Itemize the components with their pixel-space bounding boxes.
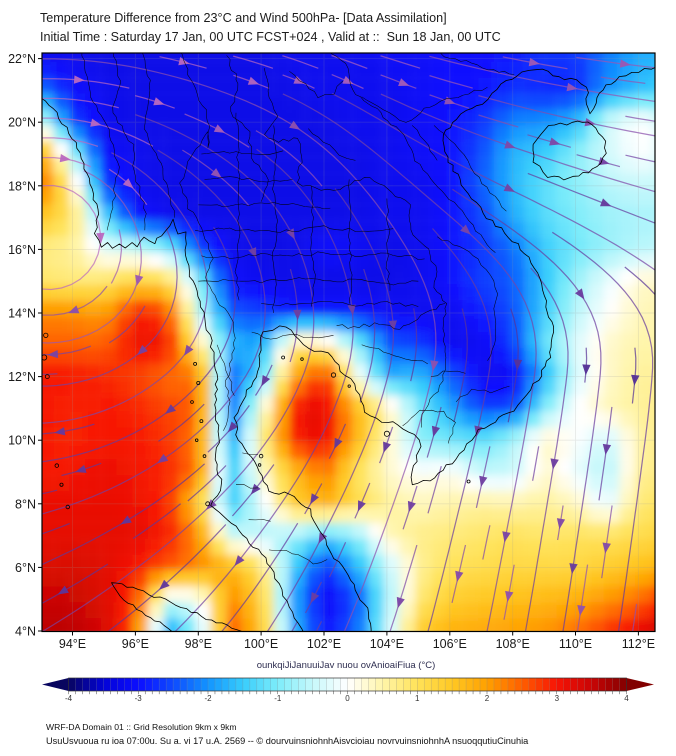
svg-text:Temperature Difference from 23: Temperature Difference from 23°C and Win… bbox=[40, 11, 447, 25]
svg-text:94°E: 94°E bbox=[59, 637, 86, 651]
svg-text:104°E: 104°E bbox=[370, 637, 404, 651]
svg-text:-1: -1 bbox=[274, 694, 282, 703]
svg-text:16°N: 16°N bbox=[8, 243, 36, 257]
svg-text:22°N: 22°N bbox=[8, 52, 36, 66]
svg-text:ounkqiJiJanuuiJav nuou ovAnioa: ounkqiJiJanuuiJav nuou ovAnioaiFiua (°C) bbox=[257, 660, 436, 671]
svg-text:110°E: 110°E bbox=[559, 637, 592, 651]
svg-text:20°N: 20°N bbox=[8, 116, 36, 130]
svg-text:100°E: 100°E bbox=[244, 637, 278, 651]
svg-text:14°N: 14°N bbox=[8, 307, 36, 321]
svg-text:96°E: 96°E bbox=[122, 637, 149, 651]
svg-text:106°E: 106°E bbox=[433, 637, 467, 651]
svg-text:4°N: 4°N bbox=[15, 625, 36, 639]
svg-text:18°N: 18°N bbox=[8, 179, 36, 193]
svg-text:4: 4 bbox=[624, 694, 629, 703]
svg-text:2: 2 bbox=[485, 694, 490, 703]
svg-text:108°E: 108°E bbox=[496, 637, 530, 651]
svg-text:1: 1 bbox=[415, 694, 420, 703]
svg-text:10°N: 10°N bbox=[8, 434, 36, 448]
svg-text:WRF-DA Domain 01 :: Grid Resol: WRF-DA Domain 01 :: Grid Resolution 9km … bbox=[46, 722, 237, 732]
svg-text:98°E: 98°E bbox=[185, 637, 212, 651]
svg-text:-3: -3 bbox=[135, 694, 143, 703]
svg-text:UsuUsvuoua ru ioa 07:00u. Su a: UsuUsvuoua ru ioa 07:00u. Su a. vi 17 u.… bbox=[46, 736, 529, 746]
svg-text:8°N: 8°N bbox=[15, 497, 36, 511]
svg-text:Initial Time : Saturday 17 Jan: Initial Time : Saturday 17 Jan, 00 UTC F… bbox=[40, 30, 501, 44]
svg-text:102°E: 102°E bbox=[307, 637, 341, 651]
svg-text:112°E: 112°E bbox=[622, 637, 655, 651]
svg-text:0: 0 bbox=[345, 694, 350, 703]
svg-text:-4: -4 bbox=[65, 694, 73, 703]
svg-text:-2: -2 bbox=[204, 694, 212, 703]
svg-text:12°N: 12°N bbox=[8, 370, 36, 384]
svg-text:6°N: 6°N bbox=[15, 561, 36, 575]
svg-text:3: 3 bbox=[555, 694, 560, 703]
